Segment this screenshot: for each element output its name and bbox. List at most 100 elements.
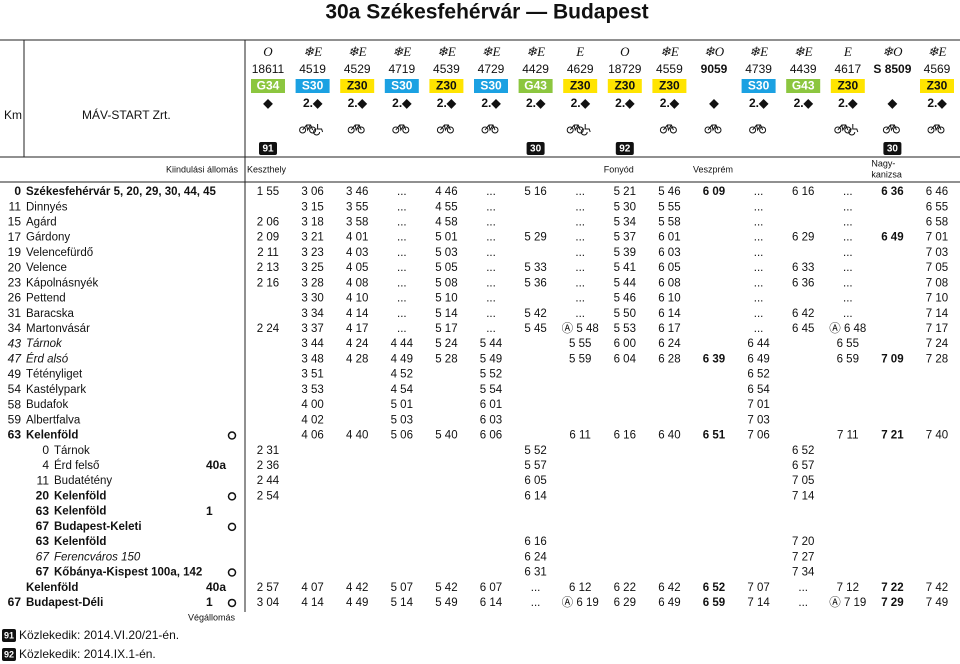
time: 6 01 xyxy=(658,232,680,244)
time: 1 55 xyxy=(257,186,279,198)
ref: 1 xyxy=(206,504,213,518)
route-badge xyxy=(652,79,687,93)
frame xyxy=(930,124,942,132)
train-class: 2.◆ xyxy=(794,96,814,110)
train-type: ❄E xyxy=(392,44,411,59)
km: 11 xyxy=(9,199,22,213)
wheel xyxy=(714,126,722,134)
time: 7 24 xyxy=(926,338,949,350)
time: 3 53 xyxy=(301,384,323,396)
time: ... xyxy=(843,262,853,274)
bike-icon xyxy=(882,124,900,134)
train-number: 4729 xyxy=(478,62,505,76)
time: 5 55 xyxy=(658,201,680,213)
time: ... xyxy=(397,293,407,305)
train-type: ❄O xyxy=(704,44,725,59)
time: 5 17 xyxy=(435,323,457,335)
train-class: 2.◆ xyxy=(526,96,546,110)
time: 7 14 xyxy=(792,490,815,502)
wheel xyxy=(759,126,767,134)
time: ... xyxy=(798,597,808,609)
time: 5 05 xyxy=(435,262,457,274)
station: Dinnyés xyxy=(26,201,68,213)
bike-icon xyxy=(347,124,365,134)
train-number: 4519 xyxy=(299,62,326,76)
time: 2 13 xyxy=(257,262,279,274)
time: 5 28 xyxy=(435,353,457,365)
time: 6 16 xyxy=(792,186,814,198)
wheel xyxy=(834,126,842,134)
time: ... xyxy=(486,201,496,213)
time: 4 49 xyxy=(346,597,368,609)
time: ... xyxy=(397,323,407,335)
route-badge xyxy=(830,79,865,93)
time: 4 54 xyxy=(391,384,414,396)
station: Velence xyxy=(26,262,67,274)
wheelchair xyxy=(313,124,324,136)
time: 6 49 xyxy=(658,597,680,609)
bike-icon xyxy=(299,124,324,136)
route-badge xyxy=(340,79,375,93)
wheel xyxy=(402,126,410,134)
km: 31 xyxy=(8,306,22,320)
time: ... xyxy=(397,216,407,228)
time: 5 10 xyxy=(435,293,457,305)
time: ... xyxy=(486,262,496,274)
time: 4 58 xyxy=(435,216,457,228)
time: 5 46 xyxy=(658,186,680,198)
time: 3 51 xyxy=(301,369,323,381)
time: 6 42 xyxy=(792,308,814,320)
origin: Fonyód xyxy=(604,164,634,174)
frame xyxy=(302,124,314,132)
time: ... xyxy=(486,308,496,320)
time: 7 11 xyxy=(837,430,859,442)
time: 4 55 xyxy=(435,201,457,213)
wheel xyxy=(576,126,584,134)
time: 5 03 xyxy=(435,247,457,259)
origin: Nagy- xyxy=(871,158,895,168)
time: 3 34 xyxy=(301,308,324,320)
train-type: E xyxy=(843,44,852,59)
time: 6 55 xyxy=(837,338,859,350)
time: 4 07 xyxy=(301,582,323,594)
time: 5 01 xyxy=(391,399,413,411)
station: Budapest-Keleti xyxy=(54,521,142,533)
time: 3 04 xyxy=(257,597,280,609)
time: 6 49 xyxy=(747,353,769,365)
time: 7 01 xyxy=(747,399,769,411)
time: 5 07 xyxy=(391,582,413,594)
station: Kelenföld xyxy=(26,430,78,442)
route-badge xyxy=(607,79,642,93)
train-type: ❄E xyxy=(660,44,679,59)
station: Tétényliget xyxy=(26,369,83,381)
bike-icon xyxy=(704,124,722,134)
time: 5 45 xyxy=(524,323,546,335)
bike-icon xyxy=(566,124,591,136)
station: Kelenföld xyxy=(54,536,106,548)
time: 3 46 xyxy=(346,186,368,198)
ref: 1 xyxy=(206,595,213,609)
wheel xyxy=(357,126,365,134)
station: Albertfalva xyxy=(26,414,81,426)
time: ... xyxy=(843,232,853,244)
time: Ⓐ 7 19 xyxy=(829,596,866,609)
time: 6 44 xyxy=(747,338,770,350)
train-type: ❄E xyxy=(794,44,813,59)
km: 19 xyxy=(8,245,22,259)
time: 2 57 xyxy=(257,582,279,594)
km: 0 xyxy=(14,184,21,198)
time: ... xyxy=(531,582,541,594)
marker-box xyxy=(526,142,545,155)
time: 5 08 xyxy=(435,277,457,289)
time: 7 01 xyxy=(926,232,948,244)
bike-icon xyxy=(927,124,945,134)
route-code: Z30 xyxy=(347,79,368,93)
station: Kelenföld xyxy=(54,490,106,502)
km: 63 xyxy=(36,504,50,518)
origin: kanizsa xyxy=(871,169,902,179)
time: 5 29 xyxy=(524,232,546,244)
time: 6 11 xyxy=(569,430,591,442)
wheel xyxy=(937,126,945,134)
time: 3 28 xyxy=(301,277,323,289)
train-class: ◆ xyxy=(887,96,898,110)
